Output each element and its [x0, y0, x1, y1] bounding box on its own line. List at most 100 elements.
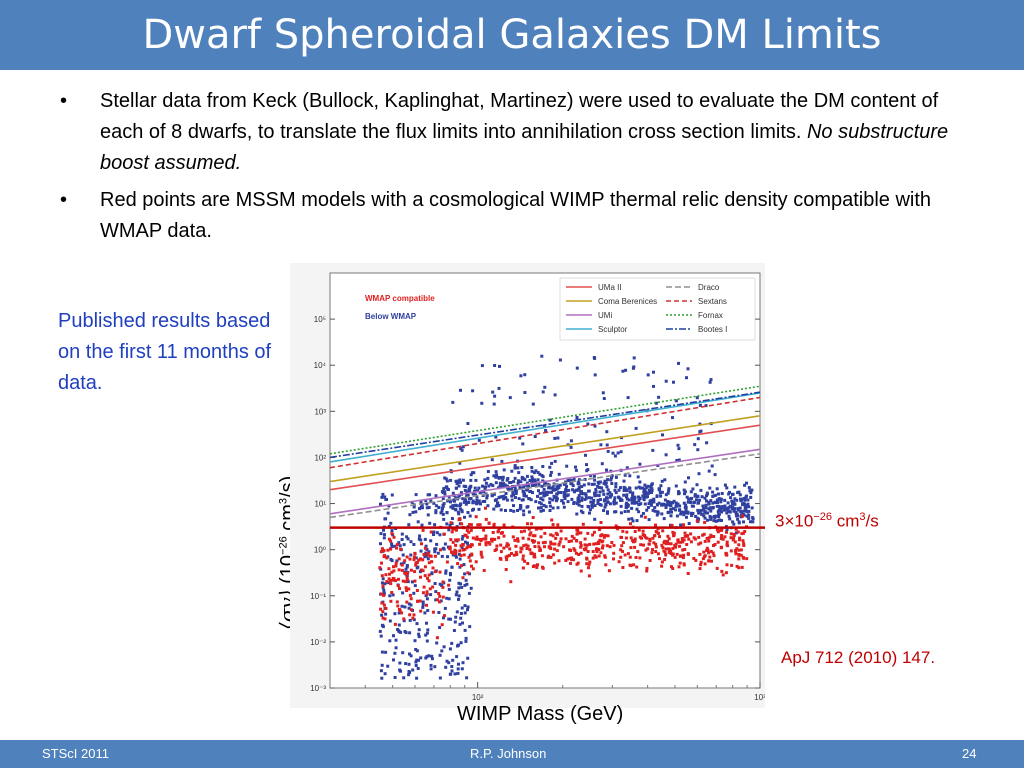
scatter-point	[692, 557, 696, 560]
scatter-point	[564, 559, 568, 562]
scatter-point	[413, 570, 417, 574]
scatter-point	[660, 543, 664, 547]
scatter-point	[398, 608, 402, 612]
scatter-point	[442, 532, 446, 536]
scatter-point	[461, 576, 465, 580]
scatter-point	[457, 597, 460, 601]
scatter-point	[513, 496, 517, 499]
scatter-point	[646, 373, 650, 377]
scatter-point	[731, 538, 735, 542]
scatter-point	[728, 509, 732, 513]
scatter-point	[585, 543, 589, 547]
scatter-point	[540, 554, 544, 558]
scatter-point	[598, 490, 602, 494]
scatter-point	[466, 541, 469, 545]
scatter-point	[734, 527, 738, 531]
scatter-point	[417, 558, 421, 562]
scatter-point	[382, 554, 386, 558]
scatter-point	[635, 507, 639, 511]
scatter-point	[679, 523, 683, 527]
scatter-point	[447, 495, 451, 499]
scatter-point	[548, 465, 552, 469]
scatter-point	[751, 520, 755, 524]
scatter-point	[697, 517, 701, 521]
scatter-point	[717, 512, 721, 516]
scatter-point	[685, 543, 689, 546]
scatter-point	[543, 540, 547, 544]
scatter-point	[401, 553, 405, 557]
scatter-point	[502, 497, 506, 500]
y-tick-label: 10¹	[314, 500, 326, 509]
scatter-point	[674, 504, 678, 508]
scatter-point	[712, 519, 716, 523]
ref-label-exp2: 3	[859, 511, 866, 523]
scatter-point	[442, 517, 446, 521]
scatter-point	[564, 537, 568, 541]
scatter-point	[715, 498, 719, 502]
scatter-point	[735, 512, 739, 516]
scatter-point	[719, 545, 723, 549]
scatter-point	[385, 580, 389, 584]
scatter-point	[738, 538, 741, 542]
scatter-point	[717, 518, 721, 522]
scatter-point	[424, 554, 428, 558]
scatter-point	[442, 645, 446, 649]
scatter-point	[458, 478, 462, 482]
bullet-text: Stellar data from Keck (Bullock, Kapling…	[100, 90, 939, 143]
scatter-point	[746, 498, 750, 502]
scatter-point	[479, 550, 483, 554]
scatter-point	[528, 548, 532, 552]
scatter-point	[737, 548, 741, 552]
scatter-point	[463, 604, 467, 608]
scatter-point	[666, 534, 670, 538]
scatter-point	[461, 661, 465, 665]
scatter-point	[434, 511, 438, 515]
scatter-point	[478, 542, 482, 546]
scatter-point	[525, 547, 529, 550]
scatter-point	[686, 572, 690, 575]
scatter-point	[586, 550, 590, 553]
scatter-point	[387, 567, 391, 571]
scatter-point	[415, 622, 419, 626]
scatter-point	[677, 458, 681, 462]
scatter-point	[493, 549, 497, 552]
scatter-point	[416, 565, 420, 569]
scatter-point	[621, 541, 625, 545]
scatter-point	[438, 570, 442, 574]
scatter-point	[606, 511, 609, 515]
scatter-point	[414, 493, 418, 497]
scatter-point	[408, 613, 412, 617]
scatter-point	[548, 418, 552, 422]
scatter-point	[508, 553, 511, 557]
scatter-point	[530, 469, 534, 473]
scatter-point	[505, 558, 509, 562]
scatter-point	[455, 590, 459, 594]
scatter-point	[633, 501, 637, 505]
scatter-point	[469, 473, 473, 477]
scatter-point	[742, 544, 746, 547]
scatter-point	[721, 505, 725, 508]
scatter-point	[459, 388, 462, 392]
scatter-point	[571, 488, 575, 492]
scatter-point	[391, 593, 395, 597]
scatter-point	[423, 574, 427, 578]
scatter-point	[466, 422, 470, 425]
scatter-point	[455, 482, 459, 486]
scatter-point	[525, 474, 529, 478]
scatter-point	[468, 514, 472, 518]
scatter-point	[667, 503, 671, 507]
scatter-point	[577, 503, 581, 507]
scatter-point	[400, 538, 404, 541]
scatter-point	[679, 540, 683, 544]
scatter-point	[477, 438, 481, 442]
scatter-point	[557, 542, 561, 546]
scatter-point	[458, 549, 462, 553]
scatter-point	[433, 550, 437, 554]
scatter-point	[682, 562, 686, 566]
scatter-point	[447, 528, 451, 532]
scatter-point	[406, 578, 409, 582]
scatter-point	[703, 510, 707, 514]
scatter-point	[397, 557, 401, 561]
scatter-point	[428, 521, 432, 525]
scatter-point	[696, 437, 700, 441]
